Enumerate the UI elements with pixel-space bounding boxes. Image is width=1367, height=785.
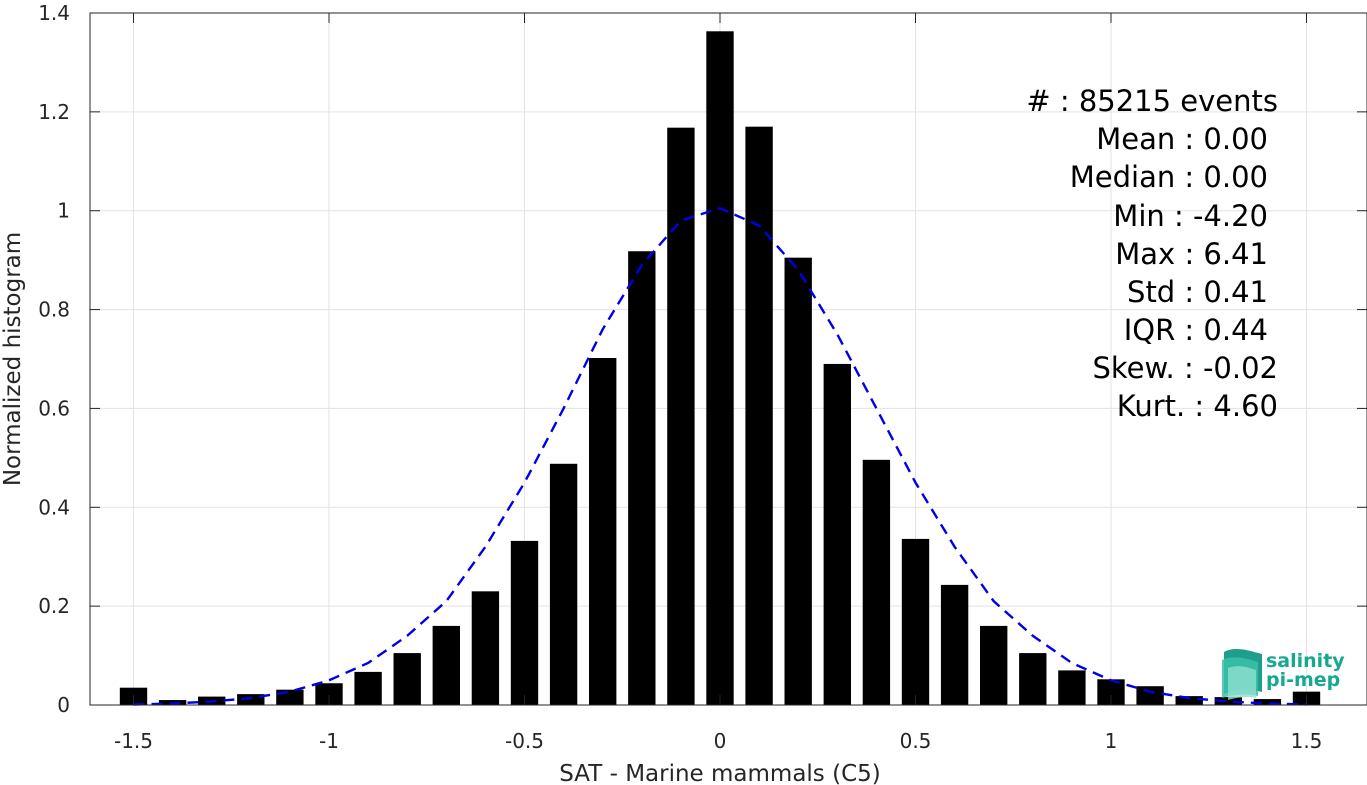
stats-std: Std : 0.41: [1127, 275, 1268, 309]
histogram-bar: [823, 363, 851, 705]
x-tick-label: 1.5: [1291, 729, 1323, 753]
stats-median: Median : 0.00: [1070, 160, 1268, 194]
x-tick-label: 0: [714, 729, 727, 753]
histogram-bar: [1019, 653, 1047, 705]
histogram-bar: [901, 538, 930, 705]
histogram-bar: [940, 584, 969, 705]
histogram-bar: [1253, 699, 1282, 705]
stats-max: Max : 6.41: [1115, 237, 1268, 271]
stats-iqr: IQR : 0.44: [1124, 313, 1268, 347]
histogram-bar: [354, 671, 382, 705]
histogram-bar: [471, 591, 500, 705]
logo-text-salinity: salinity: [1266, 650, 1345, 672]
x-tick-label: 0.5: [900, 729, 932, 753]
stats-events: # : 85215 events: [1026, 84, 1278, 118]
histogram-bar: [1136, 686, 1164, 705]
y-tick-label: 0.6: [38, 396, 70, 420]
x-axis-label: SAT - Marine mammals (C5): [559, 761, 881, 785]
histogram-bar: [980, 625, 1008, 705]
histogram-bar: [315, 683, 343, 705]
histogram-bar: [393, 653, 421, 705]
histogram-bar: [276, 689, 304, 705]
stats-min: Min : -4.20: [1113, 199, 1268, 233]
y-tick-label: 1: [57, 199, 70, 223]
wave-logo-icon: [1222, 648, 1262, 700]
y-tick-label: 0.2: [38, 594, 70, 618]
histogram-bar: [510, 540, 539, 705]
x-tick-label: -1: [319, 729, 339, 753]
gaussian-fit-curve: [133, 206, 1307, 706]
stats-kurt: Kurt. : 4.60: [1117, 389, 1278, 423]
y-tick-label: 0.8: [38, 298, 70, 322]
stats-box: # : 85215 events Mean : 0.00 Median : 0.…: [1026, 84, 1278, 423]
y-tick-label: 1.4: [38, 1, 70, 25]
histogram-bar: [237, 694, 265, 705]
stats-skew: Skew. : -0.02: [1092, 351, 1278, 385]
histogram-bar: [1058, 670, 1086, 705]
histogram-bar: [745, 126, 773, 705]
histogram-bar: [432, 625, 460, 705]
x-tick-label: -0.5: [505, 729, 544, 753]
histogram-bar: [706, 31, 734, 705]
histogram-bar: [1214, 697, 1242, 705]
axis-ticks: -1.5 -1 -0.5 0 0.5 1 1.5 0 0.2 0.4 0.6 0.8 1 1.2 1.4: [38, 1, 1367, 753]
histogram-bar: [667, 127, 695, 705]
y-tick-label: 0: [57, 693, 70, 717]
histogram-bar: [549, 463, 578, 705]
histogram-bar: [589, 358, 617, 705]
logo-text-pimep: pi-mep: [1266, 669, 1340, 691]
histogram-bar: [862, 459, 891, 705]
y-tick-label: 1.2: [38, 100, 70, 124]
stats-mean: Mean : 0.00: [1096, 122, 1268, 156]
y-axis-label: Normalized histogram: [0, 232, 26, 486]
histogram-bar: [628, 251, 656, 705]
histogram-bar: [1175, 696, 1203, 705]
y-tick-label: 0.4: [38, 495, 70, 519]
x-tick-label: 1: [1105, 729, 1118, 753]
salinity-pimep-logo: salinity pi-mep: [1222, 648, 1345, 700]
plot-area-border: [89, 12, 1367, 706]
x-tick-label: -1.5: [114, 729, 153, 753]
histogram-bars: [119, 31, 1321, 705]
histogram-bar: [784, 257, 812, 705]
